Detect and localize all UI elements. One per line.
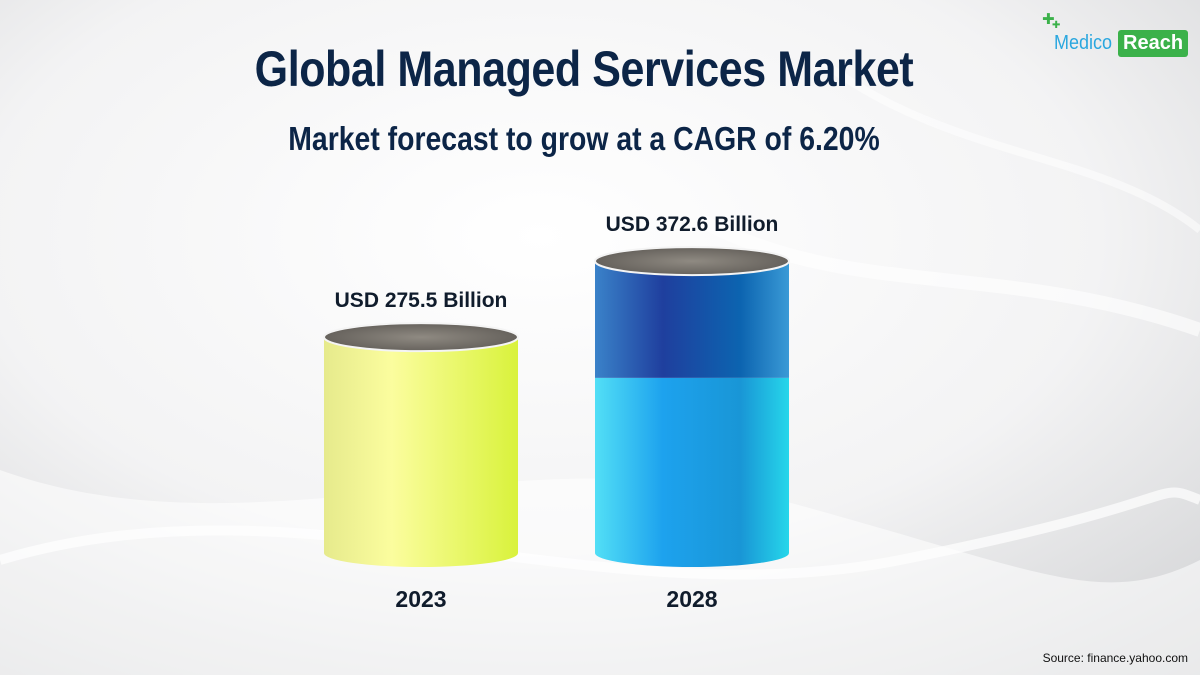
value-label-2028: USD 372.6 Billion	[606, 213, 779, 236]
plus-icon: ✚	[1042, 10, 1055, 28]
plus-icon: ✚	[1052, 20, 1061, 31]
chart-title: Global Managed Services Market	[254, 41, 914, 97]
cylinder-top-2028	[594, 246, 790, 277]
cylinder-body-2023	[324, 337, 518, 567]
cylinder-body-upper-2028	[595, 261, 789, 378]
source-note: Source: finance.yahoo.com	[1042, 651, 1188, 665]
medicoreach-logo: ✚ ✚ Medico Reach	[1040, 10, 1190, 64]
cylinder-body-lower-2028	[595, 377, 789, 567]
category-label-2028: 2028	[666, 586, 717, 612]
value-label-2023: USD 275.5 Billion	[335, 289, 508, 312]
category-label-2023: 2023	[395, 586, 446, 612]
logo-text-medico: Medico	[1054, 32, 1113, 54]
logo-text-reach: Reach	[1118, 30, 1189, 57]
cylinder-top-2023	[323, 322, 519, 353]
chart-subtitle: Market forecast to grow at a CAGR of 6.2…	[288, 120, 880, 157]
